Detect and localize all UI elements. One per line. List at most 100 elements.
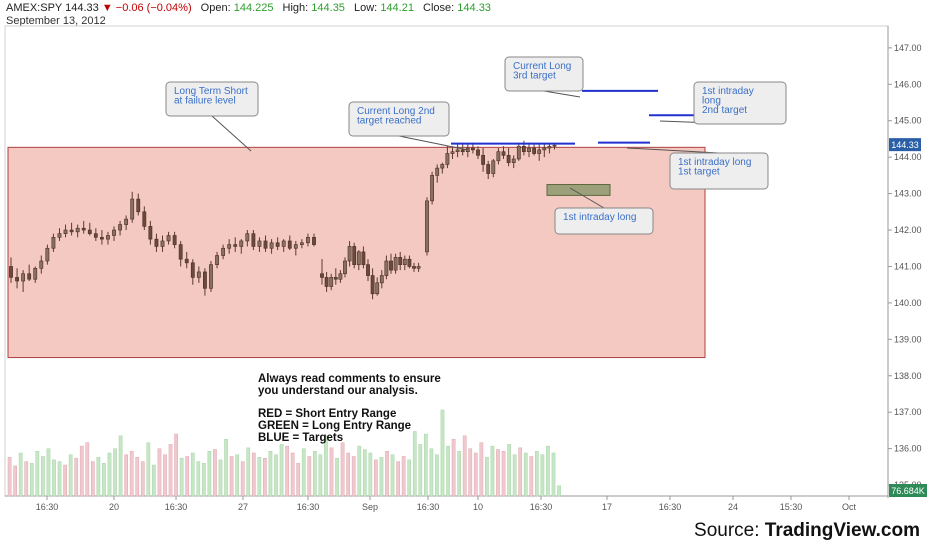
callout-pointer [211,115,252,152]
candle-body [299,242,304,245]
volume-bar [346,452,350,497]
volume-bar [451,438,456,497]
candle-body [379,275,384,284]
volume-bar [41,456,45,497]
volume-bar [551,452,556,497]
volume-bar [501,451,506,497]
callout-text: 1st intraday long [563,212,636,223]
callout-pointer [398,135,469,151]
volume-bar [296,463,301,497]
volume-bar [490,445,495,497]
candle-body [430,175,435,202]
last-price-badge [889,138,921,152]
volume-bar [285,445,289,497]
candle-body [521,145,526,152]
volume-bar [407,459,412,497]
volume-bar [146,442,151,497]
candle-body [527,147,531,152]
volume-bar [279,444,284,497]
x-tick-label: 10 [473,502,483,512]
y-tick-label: 142.00 [894,225,922,235]
volume-bar [96,457,101,497]
candle-body [416,266,421,269]
volume-bar [468,448,473,497]
candle-body [184,258,189,264]
candle-body [112,229,116,236]
candle-body [384,260,389,276]
volume-bar [196,461,201,497]
candle-body [166,235,171,242]
candle-body [190,262,195,278]
volume-bar [357,445,362,497]
callout-box [693,81,787,125]
volume-bar [46,448,51,497]
volume-bar [129,451,134,497]
volume-bar [418,444,423,497]
volume-bar [135,457,140,497]
candle-body [227,244,232,249]
volume-bar [174,433,178,497]
candle-body [124,218,129,225]
candle-body [221,247,226,256]
symbol[interactable]: AMEX:SPY [6,2,63,14]
last-price-badge-text: 144.33 [891,140,919,150]
source-brand[interactable]: TradingView.com [764,520,920,541]
candle-body [343,260,347,275]
volume-bar [218,459,223,497]
high-value: 144.35 [311,2,345,14]
volume-bar [185,456,190,497]
open-value: 144.225 [233,2,274,14]
volume-bar [68,454,73,497]
volume-bar [412,431,417,497]
price-change: ▼ −0.06 (−0.04%) [101,2,192,14]
candle-body [57,233,62,238]
volume-bar [74,457,79,497]
volume-bar [313,451,317,497]
short-entry-zone [7,146,706,359]
volume-bar [523,452,528,497]
source-credit: Source: TradingView.com [694,520,920,542]
volume-bar [24,461,29,497]
candle-body [501,151,506,156]
volume-bar [52,459,56,497]
volume-bar [435,454,439,497]
candle-body [75,227,80,233]
volume-bar [235,454,240,497]
y-tick-label: 137.00 [894,407,922,417]
volume-bar [163,454,167,497]
candle-body [375,282,380,295]
callout-pointer [626,147,720,154]
y-tick-label: 139.00 [894,334,922,344]
candle-body [245,233,250,242]
open-label: Open: [200,2,231,14]
source-prefix: Source: [694,520,765,541]
volume-bar [429,448,434,497]
volume-bar [335,457,339,497]
volume-bar [473,452,478,497]
volume-bar [29,463,34,497]
chart-date: September 13, 2012 [6,15,106,27]
x-tick-label: 16:30 [530,502,553,512]
volume-bar [246,447,251,497]
volume-bar [263,457,267,497]
volume-bar [57,461,62,497]
volume-bar [457,451,461,497]
volume-bar [424,433,428,497]
volume-bar [462,435,467,497]
volume-bar [85,442,90,497]
volume-bar [102,463,106,497]
candle-body [361,251,366,265]
high-label: High: [282,2,309,14]
x-tick-label: 20 [109,502,119,512]
volume-bar [202,463,206,497]
callout-box [348,101,450,137]
candle-body [21,273,26,282]
note-red: RED = Short Entry Range [258,408,397,420]
volume-bar [540,454,545,497]
candle-body [287,240,292,249]
candle-body [251,233,256,247]
volume-bar [140,461,145,497]
callout-text: 1st intraday [702,86,754,97]
